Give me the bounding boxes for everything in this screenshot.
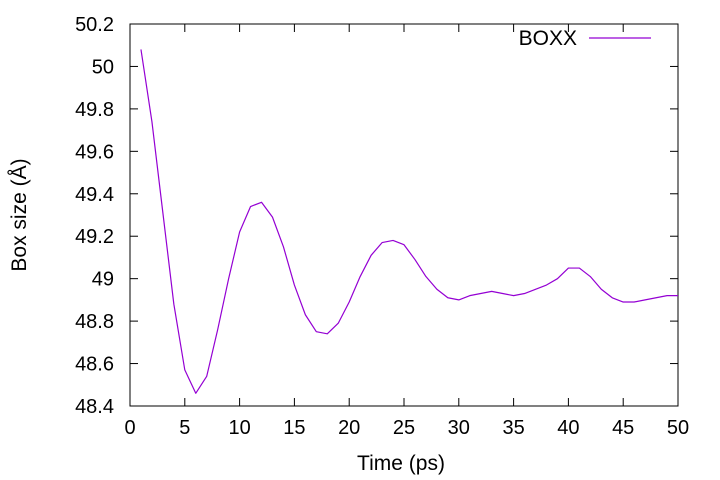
x-tick-label: 35: [502, 417, 524, 439]
plot-frame: [129, 23, 679, 407]
x-tick-label: 25: [393, 417, 415, 439]
axis-ticks: [129, 23, 679, 407]
x-tick-label: 50: [667, 417, 689, 439]
series-line-boxx: [140, 49, 678, 394]
y-tick-label: 48.8: [75, 311, 114, 333]
x-tick-label: 15: [283, 417, 305, 439]
x-tick-label: 10: [228, 417, 250, 439]
x-tick-label: 30: [448, 417, 470, 439]
y-tick-label: 49: [92, 269, 114, 291]
y-axis-title: Box size (Å): [8, 158, 31, 271]
y-tick-label: 49.8: [75, 99, 114, 121]
legend-label-boxx: BOXX: [519, 27, 577, 50]
y-tick-label: 49.4: [75, 184, 114, 206]
y-tick-label: 48.4: [75, 396, 114, 418]
x-tick-label: 40: [557, 417, 579, 439]
y-tick-label: 49.2: [75, 226, 114, 248]
x-axis-title: Time (ps): [357, 452, 445, 475]
axis-tick-labels: 0 5 10 15 20 25 30 35 40 45 50 48.4 48.6 48.8 49 49.2 49…: [75, 14, 689, 439]
x-tick-label: 45: [612, 417, 634, 439]
x-tick-label: 5: [179, 417, 190, 439]
legend: BOXX: [519, 27, 651, 50]
x-tick-label: 20: [338, 417, 360, 439]
y-tick-label: 48.6: [75, 354, 114, 376]
series-layer: [140, 49, 678, 394]
y-tick-label: 49.6: [75, 141, 114, 163]
x-tick-label: 0: [124, 417, 135, 439]
y-tick-label: 50: [92, 56, 114, 78]
y-tick-label: 50.2: [75, 14, 114, 36]
